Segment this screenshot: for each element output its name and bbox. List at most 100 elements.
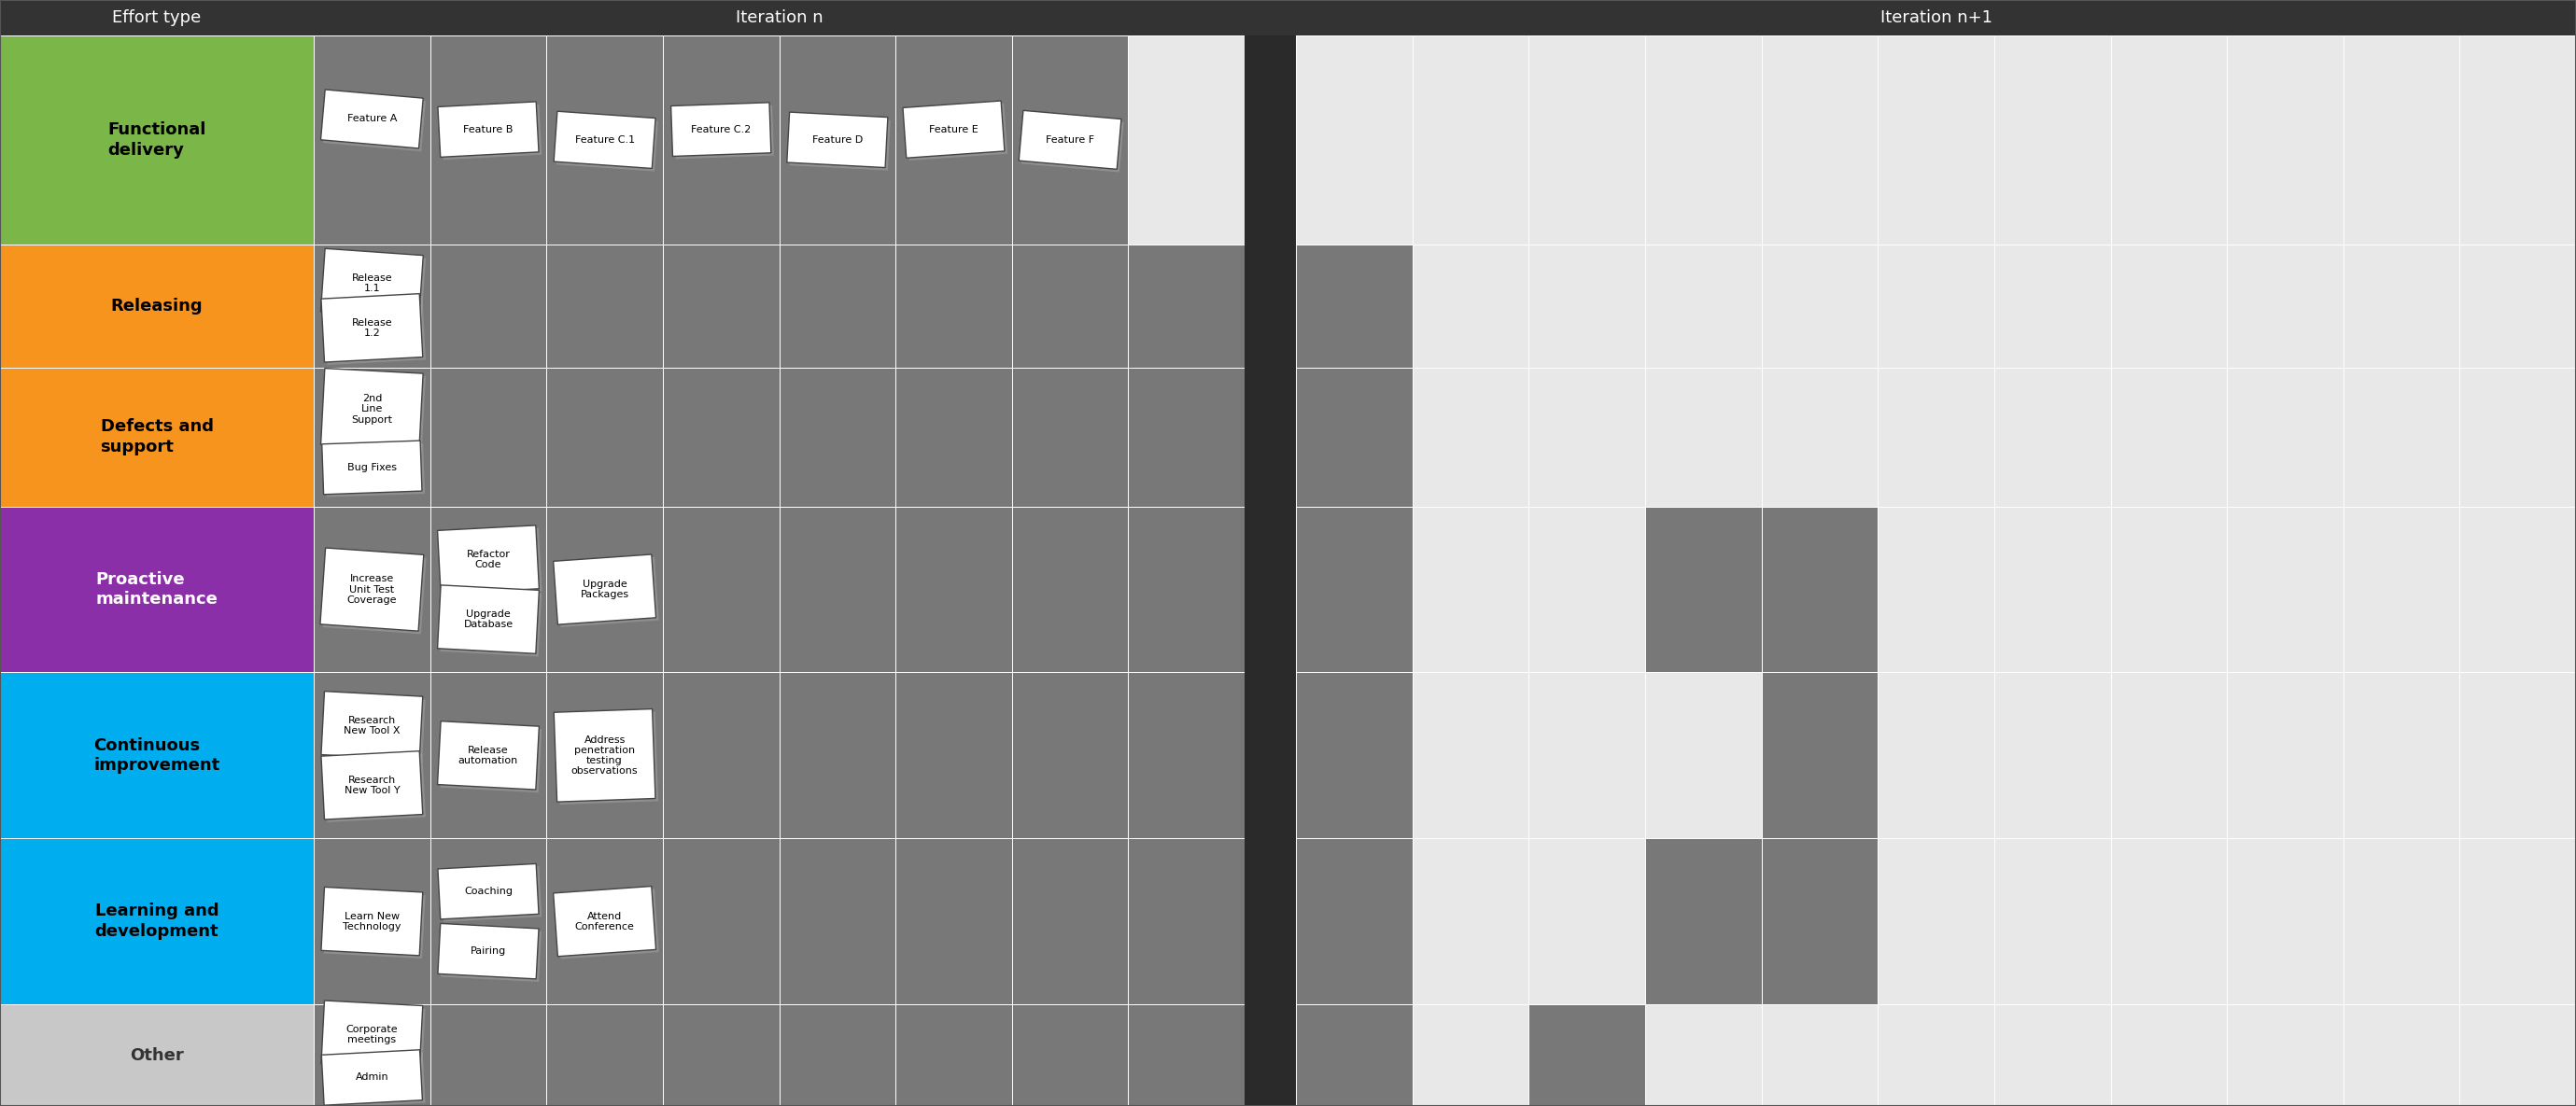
Bar (1412, 367, 1528, 507)
Bar (2460, 838, 2576, 1004)
Bar (2226, 1004, 2344, 1106)
Bar (1878, 838, 1994, 1004)
Text: Address
penetration
testing
observations: Address penetration testing observations (572, 735, 639, 775)
Bar (662, 838, 778, 1004)
Bar (2460, 367, 2576, 507)
Bar (662, 35, 778, 244)
FancyBboxPatch shape (902, 101, 1005, 158)
FancyBboxPatch shape (440, 866, 541, 922)
Bar (1412, 672, 1528, 838)
Bar (1528, 244, 1646, 367)
Bar (1878, 244, 1994, 367)
FancyBboxPatch shape (325, 372, 425, 452)
Bar (778, 367, 896, 507)
Bar (2110, 35, 2226, 244)
Bar (0, 35, 314, 244)
Bar (546, 672, 662, 838)
Bar (430, 672, 546, 838)
FancyBboxPatch shape (440, 104, 541, 159)
Bar (2226, 367, 2344, 507)
Bar (1878, 507, 1994, 672)
Text: Release
1.1: Release 1.1 (350, 273, 392, 293)
Bar (430, 507, 546, 672)
Bar (546, 507, 662, 672)
Bar (1646, 367, 1762, 507)
FancyBboxPatch shape (319, 249, 422, 319)
Bar (1528, 672, 1646, 838)
Bar (2344, 838, 2460, 1004)
FancyBboxPatch shape (554, 554, 657, 625)
FancyBboxPatch shape (556, 711, 659, 804)
FancyBboxPatch shape (322, 691, 422, 760)
FancyBboxPatch shape (438, 585, 538, 654)
Bar (314, 838, 430, 1004)
Text: Upgrade
Database: Upgrade Database (464, 609, 513, 629)
Bar (2460, 672, 2576, 838)
Bar (1296, 367, 1412, 507)
FancyBboxPatch shape (556, 557, 659, 627)
Bar (1296, 1004, 1412, 1106)
Bar (1296, 838, 1412, 1004)
Bar (0, 0, 2576, 35)
Bar (1762, 672, 1878, 838)
Bar (1128, 367, 1244, 507)
FancyBboxPatch shape (325, 296, 425, 365)
Bar (1244, 35, 1296, 1106)
Bar (1994, 244, 2110, 367)
Text: Learning and
development: Learning and development (95, 902, 219, 940)
Text: Iteration n: Iteration n (737, 9, 822, 27)
Text: Upgrade
Packages: Upgrade Packages (580, 580, 629, 599)
Text: Attend
Conference: Attend Conference (574, 911, 634, 931)
FancyBboxPatch shape (319, 547, 422, 632)
Bar (778, 1004, 896, 1106)
Text: Functional
delivery: Functional delivery (108, 122, 206, 158)
FancyBboxPatch shape (440, 724, 541, 793)
Bar (1878, 367, 1994, 507)
Bar (1412, 244, 1528, 367)
FancyBboxPatch shape (438, 102, 538, 157)
Bar (0, 367, 314, 507)
Bar (2344, 1004, 2460, 1106)
Bar (0, 244, 314, 367)
Text: Feature E: Feature E (930, 125, 979, 134)
Bar (1012, 672, 1128, 838)
FancyBboxPatch shape (325, 1053, 425, 1106)
Bar (314, 367, 430, 507)
Bar (546, 1004, 662, 1106)
FancyBboxPatch shape (438, 924, 538, 979)
Text: Feature A: Feature A (348, 114, 397, 124)
Bar (896, 367, 1012, 507)
Bar (1762, 35, 1878, 244)
Text: Defects and
support: Defects and support (100, 418, 214, 456)
Text: Pairing: Pairing (471, 947, 505, 956)
Bar (2460, 35, 2576, 244)
FancyBboxPatch shape (322, 551, 425, 634)
Bar (1762, 367, 1878, 507)
Text: Effort type: Effort type (113, 9, 201, 27)
FancyBboxPatch shape (325, 1003, 425, 1072)
FancyBboxPatch shape (440, 927, 541, 982)
FancyBboxPatch shape (438, 721, 538, 790)
Bar (1994, 507, 2110, 672)
Bar (1878, 672, 1994, 838)
Bar (1646, 672, 1762, 838)
Bar (1012, 507, 1128, 672)
Bar (896, 35, 1012, 244)
Bar (1528, 367, 1646, 507)
Bar (1646, 838, 1762, 1004)
Bar (1762, 244, 1878, 367)
Bar (778, 672, 896, 838)
FancyBboxPatch shape (554, 709, 654, 802)
Bar (662, 1004, 778, 1106)
FancyBboxPatch shape (554, 112, 654, 168)
Bar (546, 244, 662, 367)
Bar (896, 838, 1012, 1004)
Text: Bug Fixes: Bug Fixes (348, 463, 397, 472)
FancyBboxPatch shape (786, 112, 889, 168)
Bar (1244, 0, 1296, 35)
Text: Release
1.2: Release 1.2 (350, 319, 392, 337)
Bar (662, 672, 778, 838)
Bar (2344, 35, 2460, 244)
Bar (1128, 838, 1244, 1004)
Text: Coaching: Coaching (464, 887, 513, 896)
